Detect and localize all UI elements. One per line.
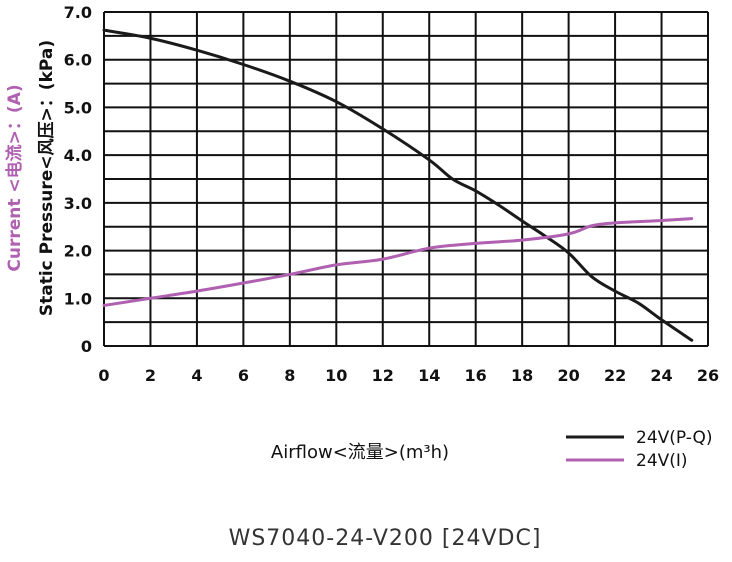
x-tick-label: 10 <box>325 366 347 385</box>
legend-label-i: 24V(I) <box>636 451 688 471</box>
legend-label-pq: 24V(P-Q) <box>636 428 713 448</box>
x-tick-label: 16 <box>465 366 487 385</box>
y-tick-label: 3.0 <box>64 194 92 213</box>
x-tick-label: 22 <box>604 366 626 385</box>
x-axis-title: Airflow<流量>(m³h) <box>271 442 449 463</box>
x-tick-label: 26 <box>697 366 719 385</box>
x-tick-label: 12 <box>372 366 394 385</box>
x-tick-label: 14 <box>418 366 440 385</box>
y-axis-title-current: Current <电流>：(A) <box>4 84 25 271</box>
x-tick-label: 8 <box>284 366 295 385</box>
chart-grid <box>103 11 709 347</box>
x-tick-label: 18 <box>511 366 533 385</box>
y-axis-ticks: 0 1.0 2.0 3.0 4.0 5.0 6.0 7.0 <box>64 3 92 356</box>
series-line-pq <box>102 28 694 342</box>
x-tick-label: 20 <box>557 366 579 385</box>
y-tick-label: 7.0 <box>64 3 92 22</box>
series-line-current <box>102 217 694 307</box>
x-tick-label: 4 <box>191 366 202 385</box>
y-tick-label: 2.0 <box>64 242 92 261</box>
y-tick-label: 5.0 <box>64 98 92 117</box>
legend: 24V(P-Q) 24V(I) <box>566 428 713 471</box>
x-tick-label: 6 <box>238 366 249 385</box>
x-tick-label: 0 <box>98 366 109 385</box>
series-layer <box>102 28 694 342</box>
x-axis-ticks: 0 2 4 6 8 10 12 14 16 18 20 22 24 26 <box>98 366 719 385</box>
y-tick-label: 6.0 <box>64 51 92 70</box>
y-tick-label: 4.0 <box>64 146 92 165</box>
x-tick-label: 2 <box>145 366 156 385</box>
x-tick-label: 24 <box>650 366 672 385</box>
y-tick-label: 1.0 <box>64 289 92 308</box>
y-axis-title-pressure: Static Pressure<风压>：(kPa) <box>37 40 57 316</box>
model-footer: WS7040-24-V200 [24VDC] <box>229 526 542 551</box>
y-tick-label: 0 <box>81 337 92 356</box>
